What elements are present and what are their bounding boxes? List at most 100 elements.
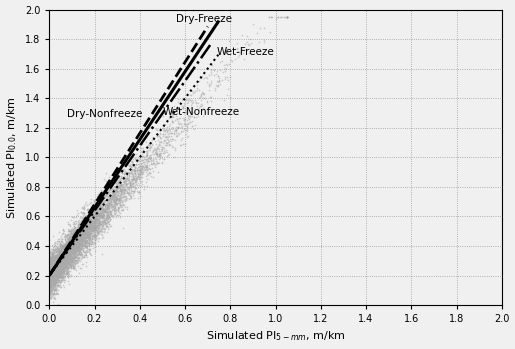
Point xyxy=(46,265,54,270)
Point xyxy=(68,261,77,267)
Point xyxy=(80,206,88,212)
Point xyxy=(71,237,79,243)
Point xyxy=(49,247,57,253)
Point xyxy=(79,223,88,229)
Point xyxy=(53,259,61,265)
Point xyxy=(56,264,64,269)
Point xyxy=(60,260,68,266)
Point xyxy=(95,225,103,230)
Point xyxy=(49,279,57,285)
Point xyxy=(97,206,106,211)
Point xyxy=(70,250,78,255)
Point xyxy=(86,221,94,227)
Point xyxy=(104,204,112,209)
Point xyxy=(47,275,55,281)
Point xyxy=(59,249,67,254)
Point xyxy=(61,251,69,257)
Point xyxy=(88,208,96,214)
Point xyxy=(143,153,151,158)
Point xyxy=(94,213,102,218)
Point xyxy=(93,216,101,221)
Point xyxy=(135,176,143,181)
Point xyxy=(48,280,56,285)
Point xyxy=(148,141,156,147)
Point xyxy=(54,263,62,269)
Point xyxy=(49,261,57,267)
Point xyxy=(144,158,152,164)
Point xyxy=(51,270,59,275)
Point xyxy=(73,228,81,233)
Point xyxy=(144,155,152,161)
Point xyxy=(80,238,89,244)
Point xyxy=(52,274,60,279)
Point xyxy=(99,218,108,223)
Point xyxy=(115,209,123,214)
Point xyxy=(88,210,96,216)
Point xyxy=(47,252,56,257)
Point xyxy=(54,262,62,267)
Point xyxy=(82,232,91,237)
Point xyxy=(148,174,157,180)
Point xyxy=(61,233,69,239)
Point xyxy=(98,221,107,226)
Point xyxy=(57,271,65,277)
Point xyxy=(48,299,57,305)
Point xyxy=(79,255,87,260)
Point xyxy=(50,271,58,277)
Point xyxy=(86,226,94,232)
Point xyxy=(83,225,92,230)
Point xyxy=(71,239,79,245)
Point xyxy=(81,237,90,243)
Point xyxy=(174,125,182,131)
Point xyxy=(114,185,123,190)
Point xyxy=(118,191,126,196)
Point xyxy=(126,179,134,185)
Point xyxy=(67,249,76,254)
Point xyxy=(57,264,65,269)
Point xyxy=(54,269,62,275)
Point xyxy=(78,236,87,242)
Point xyxy=(127,162,135,167)
Point xyxy=(81,238,90,244)
Point xyxy=(62,244,71,250)
Point xyxy=(55,258,63,263)
Point xyxy=(207,98,215,104)
Point xyxy=(55,258,63,263)
Point xyxy=(64,247,72,253)
Point xyxy=(70,249,78,254)
Point xyxy=(96,218,105,224)
Point xyxy=(93,220,101,226)
Point xyxy=(71,241,79,247)
Point xyxy=(50,284,58,289)
Point xyxy=(72,246,80,251)
Point xyxy=(120,202,128,208)
Point xyxy=(121,205,129,210)
Point xyxy=(118,202,127,207)
Point xyxy=(64,255,72,260)
Point xyxy=(75,238,83,244)
Point xyxy=(113,212,121,217)
Point xyxy=(72,229,80,235)
Point xyxy=(85,214,93,219)
Point xyxy=(108,194,116,200)
Point xyxy=(91,232,99,237)
Point xyxy=(77,237,85,242)
Point xyxy=(47,259,55,265)
Point xyxy=(57,267,65,273)
Point xyxy=(106,195,114,200)
Point xyxy=(48,255,57,261)
Point xyxy=(60,264,68,270)
Point xyxy=(47,271,55,277)
Point xyxy=(119,193,128,198)
Point xyxy=(155,148,163,154)
Point xyxy=(92,225,100,231)
Point xyxy=(83,225,92,231)
Point xyxy=(52,263,60,268)
Point xyxy=(83,213,91,219)
Point xyxy=(78,221,87,227)
Point xyxy=(71,253,79,259)
Point xyxy=(73,242,81,247)
Point xyxy=(66,262,75,268)
Point xyxy=(69,249,77,254)
Point xyxy=(49,264,58,269)
